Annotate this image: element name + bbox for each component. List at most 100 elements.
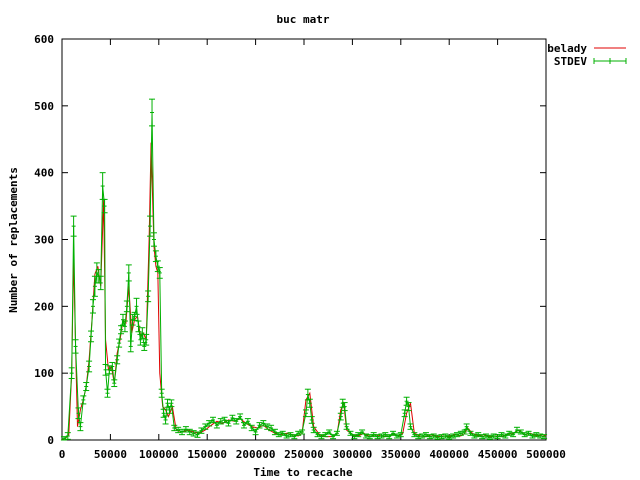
error-bar bbox=[147, 215, 154, 237]
error-bar bbox=[143, 333, 150, 346]
plot-area bbox=[61, 38, 547, 441]
error-bar bbox=[434, 434, 441, 440]
error-bar bbox=[102, 363, 109, 376]
y-tick-label: 400 bbox=[34, 167, 54, 180]
error-bar bbox=[279, 430, 286, 436]
error-bar bbox=[156, 267, 163, 279]
error-bar bbox=[104, 388, 111, 398]
error-bar bbox=[299, 429, 306, 435]
error-bar bbox=[461, 429, 468, 435]
error-bar bbox=[164, 398, 171, 408]
error-bar bbox=[330, 434, 337, 440]
x-axis-label: Time to recache bbox=[253, 466, 353, 479]
error-bar bbox=[221, 416, 228, 424]
error-bar bbox=[471, 433, 478, 439]
error-bar bbox=[89, 299, 96, 314]
error-bar bbox=[525, 430, 532, 436]
error-bar bbox=[405, 402, 412, 412]
error-bar bbox=[168, 399, 175, 408]
chart-title: buc matr bbox=[277, 13, 330, 26]
error-bar bbox=[486, 434, 493, 440]
error-bar bbox=[386, 434, 393, 440]
error-bar bbox=[60, 436, 67, 441]
error-bar bbox=[442, 433, 449, 439]
error-bar bbox=[123, 300, 130, 313]
plot-frame bbox=[61, 38, 547, 441]
error-bar bbox=[99, 172, 106, 200]
x-tick-label: 450000 bbox=[478, 448, 518, 461]
error-bar bbox=[295, 430, 302, 436]
error-bar bbox=[513, 426, 520, 434]
error-bar bbox=[202, 423, 209, 430]
error-bar bbox=[482, 433, 489, 439]
x-tick-label: 500000 bbox=[526, 448, 566, 461]
error-bar bbox=[171, 424, 178, 432]
error-bar bbox=[101, 198, 108, 214]
error-bar bbox=[322, 432, 329, 438]
error-bar bbox=[498, 432, 505, 438]
error-bar bbox=[175, 426, 182, 434]
error-bar bbox=[149, 98, 156, 127]
error-bar bbox=[68, 367, 75, 380]
error-bar bbox=[229, 414, 236, 422]
error-bar bbox=[116, 338, 123, 348]
error-bar bbox=[194, 431, 201, 438]
series-line bbox=[63, 112, 545, 440]
x-tick-label: 50000 bbox=[94, 448, 127, 461]
error-bar bbox=[419, 433, 426, 439]
error-bar bbox=[302, 409, 309, 418]
error-bar bbox=[463, 423, 470, 430]
x-tick-label: 0 bbox=[59, 448, 66, 461]
error-bar bbox=[154, 260, 161, 273]
error-bar bbox=[252, 428, 259, 436]
error-bar bbox=[362, 433, 369, 439]
error-bar bbox=[510, 432, 517, 438]
error-bar bbox=[72, 339, 79, 354]
y-tick-label: 500 bbox=[34, 100, 54, 113]
error-bar bbox=[283, 433, 290, 439]
error-bar bbox=[125, 264, 132, 282]
error-bar bbox=[75, 407, 82, 420]
error-bar bbox=[186, 428, 193, 436]
error-bar bbox=[306, 398, 313, 408]
error-bar bbox=[397, 432, 404, 438]
error-bar bbox=[86, 360, 93, 373]
error-bar bbox=[260, 420, 267, 427]
error-bar bbox=[479, 434, 486, 440]
error-bar bbox=[407, 423, 414, 430]
error-bar bbox=[64, 432, 71, 440]
error-bar bbox=[206, 420, 213, 427]
error-bar bbox=[88, 330, 95, 343]
series-line bbox=[61, 142, 547, 441]
error-bar bbox=[213, 422, 220, 429]
error-bar bbox=[355, 432, 362, 438]
error-bar bbox=[374, 434, 381, 440]
error-bar bbox=[106, 365, 113, 375]
x-tick-label: 100000 bbox=[139, 448, 179, 461]
error-bar bbox=[139, 327, 146, 339]
series-stdev bbox=[60, 98, 548, 441]
error-bar bbox=[217, 418, 224, 425]
error-bar bbox=[502, 433, 509, 439]
error-bar bbox=[390, 430, 397, 436]
error-bar bbox=[533, 432, 540, 438]
y-tick-label: 300 bbox=[34, 234, 54, 247]
error-bar bbox=[152, 250, 159, 263]
error-bar bbox=[145, 290, 152, 303]
legend-entry-belady: belady bbox=[547, 42, 626, 55]
error-bar bbox=[244, 418, 251, 425]
error-bar bbox=[490, 433, 497, 439]
x-tick-label: 400000 bbox=[429, 448, 469, 461]
error-bar bbox=[457, 430, 464, 436]
error-bar bbox=[83, 382, 90, 392]
error-bar bbox=[127, 340, 134, 353]
error-bar bbox=[438, 434, 445, 440]
series-belady bbox=[61, 142, 547, 441]
error-bar bbox=[467, 430, 474, 436]
y-tick-label: 200 bbox=[34, 300, 54, 313]
error-bar bbox=[308, 416, 315, 424]
error-bar bbox=[77, 422, 84, 432]
error-bar bbox=[233, 418, 240, 425]
error-bar bbox=[121, 320, 128, 333]
